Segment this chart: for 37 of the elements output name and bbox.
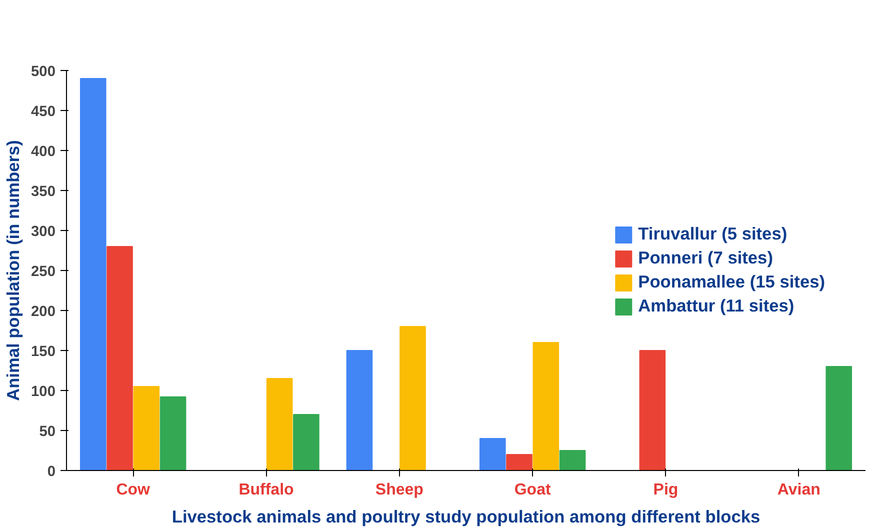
- legend-label: Ponneri (7 sites): [638, 248, 773, 268]
- bar: [479, 438, 506, 470]
- legend-label: Tiruvallur (5 sites): [638, 224, 788, 244]
- bar: [293, 414, 320, 470]
- x-tick-label: Goat: [514, 482, 552, 498]
- y-tick-label: 500: [31, 64, 56, 80]
- bar: [559, 450, 586, 470]
- bar: [266, 378, 293, 470]
- bar: [133, 386, 160, 470]
- x-tick-label: Cow: [116, 482, 151, 498]
- bar: [160, 396, 186, 470]
- y-tick-label: 150: [31, 344, 56, 360]
- y-tick-label: 350: [31, 184, 56, 200]
- bar: [826, 366, 852, 470]
- y-tick-label: 250: [31, 264, 56, 280]
- bar: [346, 350, 373, 470]
- bar: [639, 350, 666, 470]
- x-tick-label: Pig: [653, 482, 678, 498]
- bar: [506, 454, 532, 470]
- bar: [106, 246, 133, 470]
- x-tick-label: Buffalo: [238, 482, 294, 498]
- x-axis-title: Livestock animals and poultry study population among different blocks: [172, 506, 760, 526]
- y-tick-label: 50: [39, 424, 56, 440]
- y-tick-label: 200: [31, 304, 56, 320]
- bar: [532, 342, 560, 470]
- x-tick-label: Avian: [777, 482, 820, 498]
- bar: [400, 326, 426, 470]
- y-tick-label: 100: [31, 384, 56, 400]
- y-tick-label: 450: [31, 104, 56, 120]
- y-tick-label: 400: [31, 144, 56, 160]
- legend-label: Poonamallee (15 sites): [638, 272, 825, 292]
- y-tick-label: 0: [47, 464, 56, 480]
- legend-label: Ambattur (11 sites): [638, 296, 794, 316]
- y-axis-title: Animal population (in numbers): [3, 140, 24, 401]
- bar: [80, 78, 106, 470]
- x-tick-label: Sheep: [375, 482, 424, 498]
- y-tick-label: 300: [31, 224, 56, 240]
